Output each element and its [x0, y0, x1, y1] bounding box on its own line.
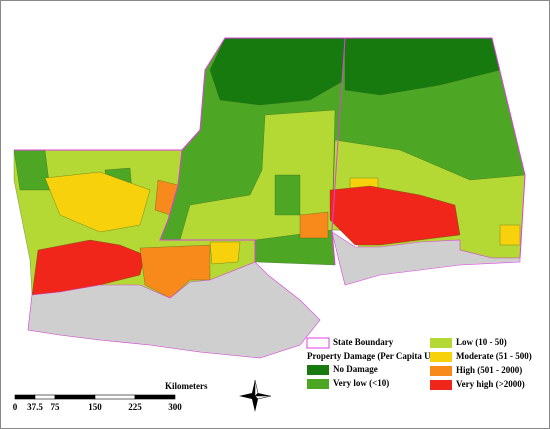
legend-swatch — [430, 366, 452, 376]
map-regions — [13, 37, 526, 359]
scale-segment — [34, 394, 56, 400]
scale-unit: Kilometers — [165, 381, 208, 391]
region — [499, 224, 521, 246]
legend-label: Very low (<10) — [333, 378, 389, 388]
legend-label: Very high (>2000) — [456, 379, 525, 389]
scale-label: 0 — [13, 402, 18, 412]
compass — [254, 395, 272, 400]
scale-segment — [94, 394, 136, 400]
region — [27, 261, 321, 359]
region — [13, 149, 51, 191]
region — [44, 171, 151, 233]
compass — [254, 379, 259, 397]
north-arrow — [239, 379, 272, 412]
legend-swatch — [307, 379, 329, 389]
scale-segment — [14, 394, 36, 400]
legend-label: High (501 - 2000) — [456, 365, 522, 375]
scale-bar: 0 37.5 75 150 225 300 Kilometers — [13, 381, 208, 412]
region — [274, 174, 301, 216]
state-boundary — [345, 37, 526, 259]
region — [331, 231, 521, 286]
legend-title: Property Damage (Per Capita USD) — [307, 351, 445, 361]
scale-segment — [134, 394, 176, 400]
legend-swatch — [430, 380, 452, 390]
scale-segment — [54, 394, 96, 400]
legend-label: State Boundary — [333, 337, 394, 347]
region — [139, 244, 211, 299]
scale-label: 150 — [88, 402, 102, 412]
legend-label: Low (10 - 50) — [456, 337, 507, 347]
state-boundary — [181, 37, 346, 266]
legend-label: Moderate (51 - 500) — [456, 351, 532, 361]
legend-swatch — [430, 338, 452, 348]
state-boundary — [14, 149, 256, 262]
region — [329, 185, 461, 246]
region — [209, 241, 241, 265]
scale-label: 225 — [128, 402, 142, 412]
legend-swatch — [430, 352, 452, 362]
legend-label: No Damage — [333, 364, 378, 374]
legend: State Boundary Property Damage (Per Capi… — [306, 337, 532, 390]
scale-label: 37.5 — [27, 402, 43, 412]
scale-label: 75 — [51, 402, 61, 412]
legend-swatch — [307, 365, 329, 375]
boundary-swatch — [306, 337, 330, 349]
scale-label: 300 — [168, 402, 182, 412]
region — [299, 211, 329, 239]
